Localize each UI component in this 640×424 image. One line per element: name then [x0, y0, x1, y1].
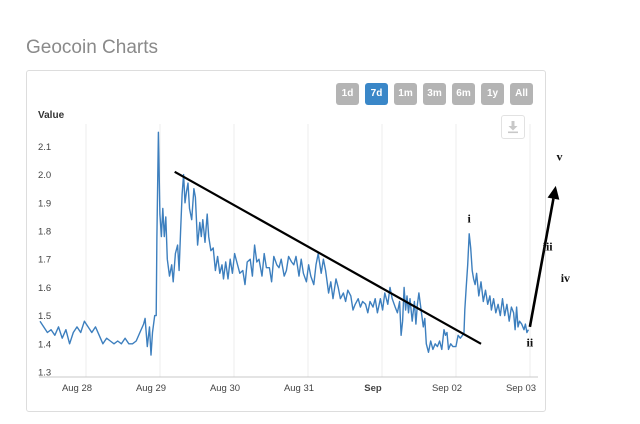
x-tick-label: Aug 29 [136, 383, 166, 394]
y-tick-label: 1.9 [38, 198, 51, 209]
page-title: Geocoin Charts [26, 37, 159, 58]
range-button-1d[interactable]: 1d [336, 83, 359, 105]
y-tick-label: 1.3 [38, 368, 51, 379]
range-button-1m[interactable]: 1m [394, 83, 417, 105]
y-tick-label: 1.5 [38, 311, 51, 322]
x-axis-ticks: Aug 28 Aug 29 Aug 30 Aug 31 Sep Sep 02 Sep 03 [62, 383, 536, 394]
wave-label-ii: ii [527, 336, 534, 350]
range-button-6m[interactable]: 6m [452, 83, 475, 105]
x-tick-label: Sep [364, 383, 382, 394]
y-tick-label: 1.6 [38, 283, 51, 294]
export-button[interactable] [501, 115, 525, 139]
y-axis-label: Value [38, 110, 65, 121]
y-tick-label: 1.7 [38, 255, 51, 266]
wave-label-iv: iv [561, 271, 570, 285]
series-line [39, 131, 530, 356]
y-tick-label: 2.1 [38, 142, 51, 153]
y-tick-label: 1.4 [38, 339, 51, 350]
y-tick-label: 2.0 [38, 170, 51, 181]
x-tick-label: Aug 31 [284, 383, 314, 394]
y-axis-ticks: 1.3 1.4 1.5 1.6 1.7 1.8 1.9 2.0 2.1 [38, 142, 51, 379]
range-button-1y[interactable]: 1y [481, 83, 504, 105]
range-button-all[interactable]: All [510, 83, 533, 105]
y-tick-label: 1.8 [38, 227, 51, 238]
x-tick-label: Aug 28 [62, 383, 92, 394]
wave-label-i: i [468, 212, 472, 226]
x-tick-label: Sep 02 [432, 383, 462, 394]
wave-label-v: v [556, 150, 562, 164]
trend-arrow [528, 185, 560, 328]
range-button-3m[interactable]: 3m [423, 83, 446, 105]
trendline [174, 170, 482, 345]
x-tick-label: Aug 30 [210, 383, 240, 394]
gridlines [85, 124, 531, 377]
x-tick-label: Sep 03 [506, 383, 536, 394]
range-button-7d[interactable]: 7d [365, 83, 388, 105]
download-icon [508, 121, 518, 134]
wave-label-iii: iii [543, 240, 554, 254]
